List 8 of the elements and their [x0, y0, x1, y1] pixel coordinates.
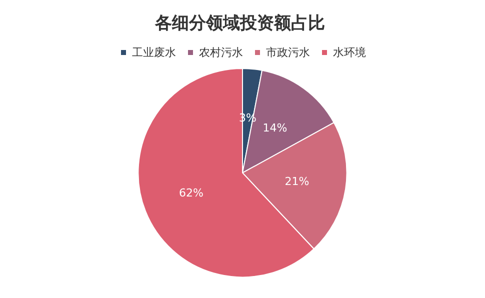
data-label: 62% [178, 186, 204, 200]
legend-label: 市政污水 [266, 46, 310, 59]
data-label: 14% [262, 122, 288, 135]
data-label: 21% [284, 174, 310, 188]
legend-label: 水环境 [333, 46, 366, 59]
legend-label: 农村污水 [199, 46, 243, 59]
legend-label: 工业废水 [132, 46, 176, 59]
chart-title: 各细分领域投资额占比 [154, 14, 325, 34]
